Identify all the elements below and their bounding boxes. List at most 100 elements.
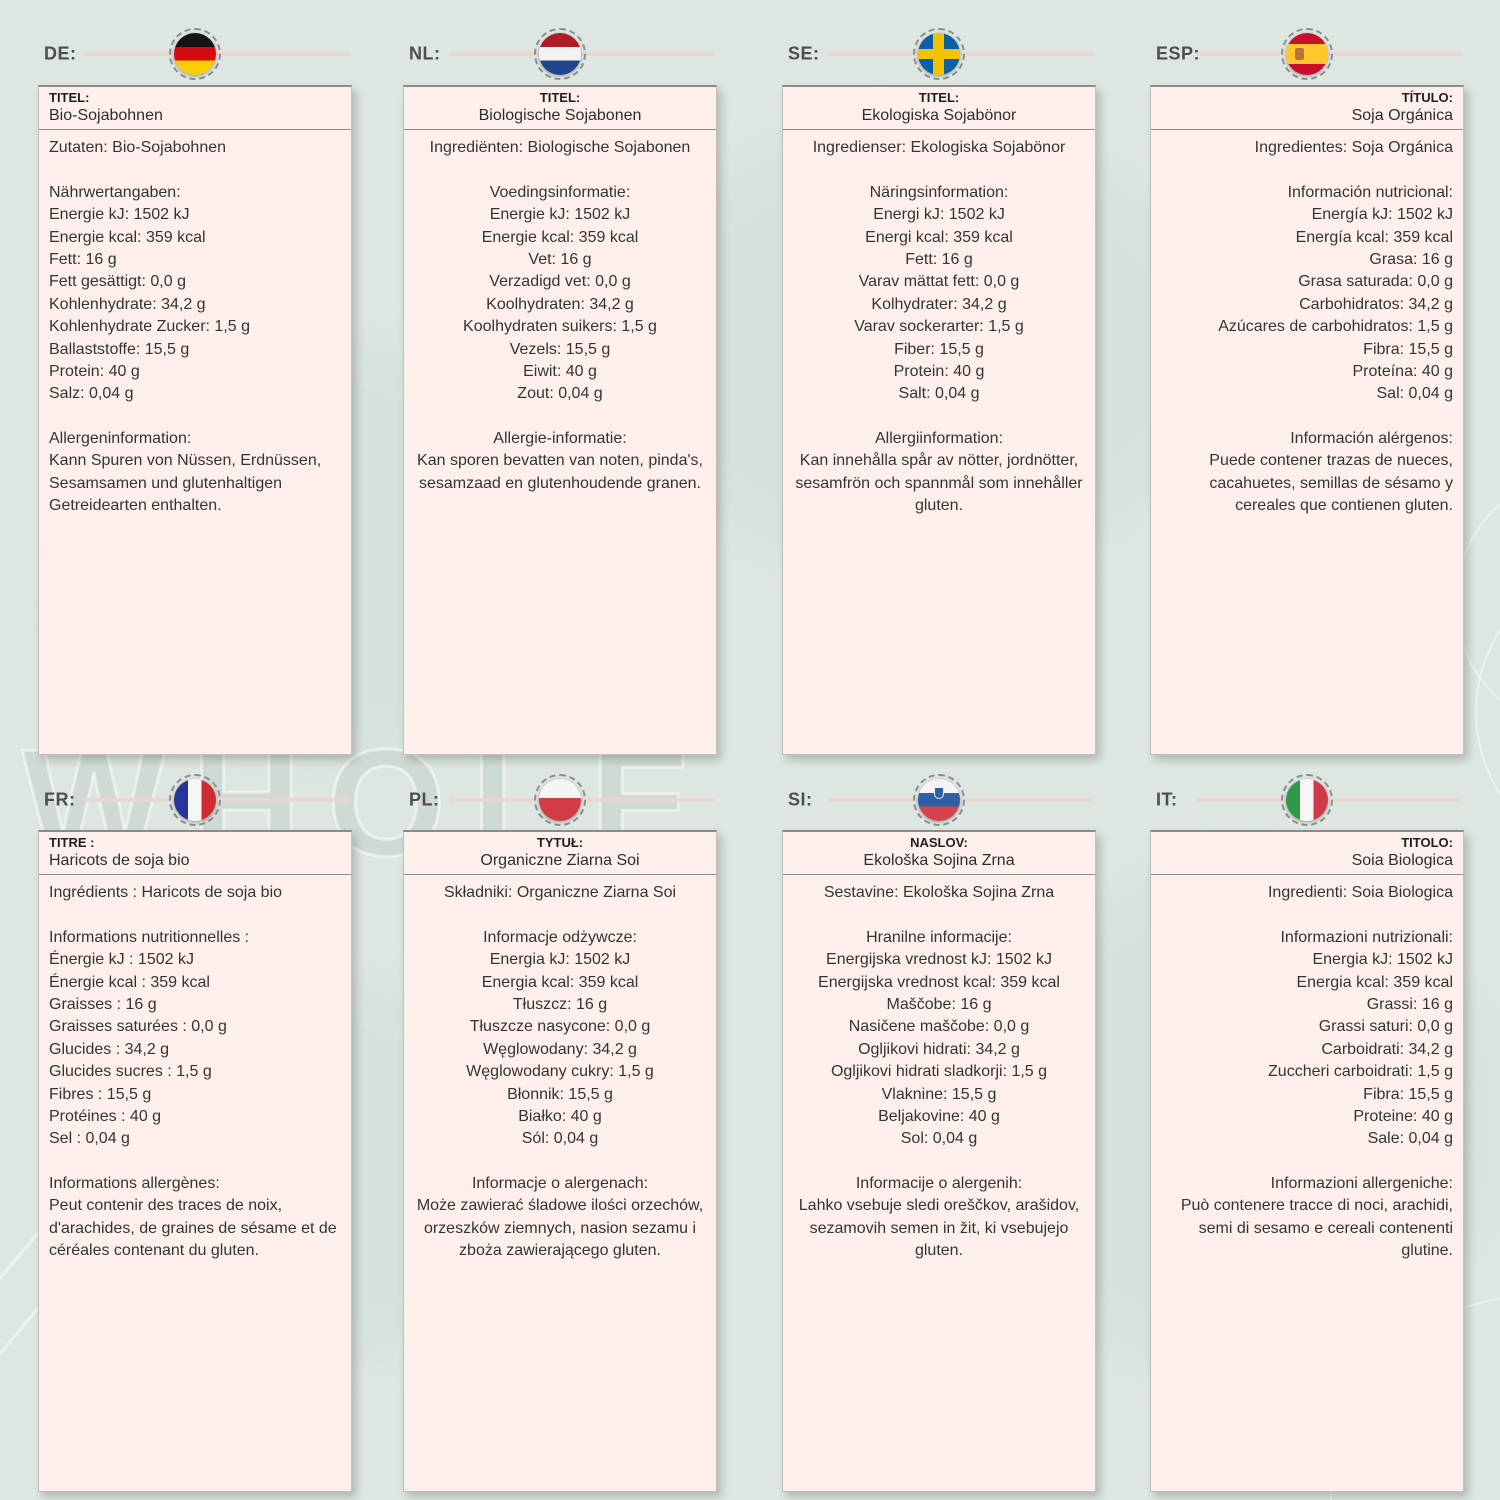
ingredients-line: Ingredienser: Ekologiska Sojabönor (812, 139, 1066, 157)
label-card: TITOLO: Soia Biologica Ingredienti: Soia… (1150, 830, 1464, 1492)
nutrition-heading: Hranilne informacije: (866, 928, 1012, 946)
allergen-heading: Allergie-informatie: (493, 429, 627, 447)
spain-flag-icon (1286, 32, 1328, 75)
title-section: TITEL: Ekologiska Sojabönor (783, 87, 1095, 131)
title-label: NASLOV: (910, 835, 968, 850)
nutrition-lines: Energie kJ: 1502 kJ Energie kcal: 359 kc… (463, 206, 657, 403)
language-label: PL: (409, 789, 440, 810)
panel-it: IT: TITOLO: Soia Biologica Ingredienti: … (1150, 770, 1464, 1492)
product-title: Bio-Sojabohnen (49, 107, 163, 125)
ingredients-line: Zutaten: Bio-Sojabohnen (49, 139, 227, 157)
nutrition-lines: Energie kJ: 1502 kJ Energie kcal: 359 kc… (49, 206, 251, 403)
flag-ring (534, 27, 586, 80)
flag-ring (1281, 774, 1333, 826)
panel-de: DE: TITEL: Bio-Sojabohnen Zutaten: Bio-S… (38, 22, 352, 755)
allergen-text: Lahko vsebuje sledi oreščkov, arašidov, … (798, 1197, 1080, 1259)
title-label: TITEL: (49, 90, 90, 105)
product-title: Organiczne Ziarna Soi (480, 852, 640, 870)
allergen-heading: Allergeninformation: (49, 429, 192, 447)
label-card: TITEL: Ekologiska Sojabönor Ingredienser… (782, 85, 1096, 755)
panel-si-header: SI: (782, 770, 1096, 830)
allergen-text: Puede contener trazas de nueces, cacahue… (1209, 452, 1453, 514)
title-section: TITEL: Biologische Sojabonen (404, 87, 716, 131)
allergen-text: Kan sporen bevatten van noten, pinda's, … (417, 452, 703, 492)
flag-ring (913, 774, 965, 826)
allergen-text: Può contenere tracce di noci, arachidi, … (1180, 1197, 1453, 1259)
nutrition-heading: Voedingsinformatie: (489, 183, 631, 201)
panel-fr: FR: TITRE : Haricots de soja bio Ingrédi… (38, 770, 352, 1492)
label-content: Ingrediënten: Biologische Sojabonen Voed… (404, 130, 716, 754)
allergen-heading: Informacje o alergenach: (471, 1174, 649, 1192)
nutrition-heading: Informations nutritionnelles : (49, 928, 250, 946)
panel-de-header: DE: (38, 22, 352, 85)
label-content: Ingredienti: Soia Biologica Informazioni… (1151, 875, 1463, 1491)
ingredients-line: Ingrediënten: Biologische Sojabonen (429, 139, 691, 157)
panel-si: SI: NASLOV: Ekološka Sojina Zrna Sestavi… (782, 770, 1096, 1492)
title-section: TITEL: Bio-Sojabohnen (39, 87, 351, 131)
language-label: IT: (1156, 789, 1178, 810)
flag-ring (169, 774, 221, 826)
allergen-text: Kann Spuren von Nüssen, Erdnüssen, Sesam… (49, 452, 322, 514)
allergen-heading: Informacije o alergenih: (855, 1174, 1023, 1192)
flag-ring (169, 27, 221, 80)
allergen-heading: Informazioni allergeniche: (1270, 1174, 1453, 1192)
panel-esp-header: ESP: (1150, 22, 1464, 85)
panel-se-header: SE: (782, 22, 1096, 85)
title-label: TITEL: (539, 90, 581, 105)
flag-ring (913, 27, 965, 80)
panel-pl: PL: TYTUŁ: Organiczne Ziarna Soi Składni… (403, 770, 717, 1492)
label-content: Zutaten: Bio-Sojabohnen Nährwertangaben:… (39, 130, 351, 754)
ingredients-line: Ingredientes: Soja Orgánica (1254, 139, 1453, 157)
language-label: NL: (409, 43, 441, 63)
allergen-text: Może zawierać śladowe ilości orzechów, o… (416, 1197, 704, 1259)
label-content: Składniki: Organiczne Ziarna Soi Informa… (404, 875, 716, 1491)
panel-se: SE: TITEL: Ekologiska Sojabönor Ingredie… (782, 22, 1096, 755)
france-flag-icon (174, 779, 216, 821)
allergen-heading: Información alérgenos: (1290, 429, 1453, 447)
title-section: TITRE : Haricots de soja bio (39, 832, 351, 876)
nutrition-heading: Informazioni nutrizionali: (1280, 928, 1453, 946)
language-label: DE: (44, 43, 77, 63)
flag-ring (1281, 27, 1333, 80)
title-label: TYTUŁ: (536, 835, 584, 850)
label-content: Ingredientes: Soja Orgánica Información … (1151, 130, 1463, 754)
panel-pl-header: PL: (403, 770, 717, 830)
label-card: TITEL: Biologische Sojabonen Ingrediënte… (403, 85, 717, 755)
allergen-text: Peut contenir des traces de noix, d'arac… (49, 1197, 337, 1259)
slovenia-flag-icon (918, 779, 960, 821)
title-label: TITRE : (49, 835, 95, 850)
panel-fr-header: FR: (38, 770, 352, 830)
ingredients-line: Składniki: Organiczne Ziarna Soi (443, 884, 677, 902)
label-card: TYTUŁ: Organiczne Ziarna Soi Składniki: … (403, 830, 717, 1492)
nutrition-lines: Énergie kJ : 1502 kJ Énergie kcal : 359 … (49, 951, 227, 1148)
title-section: TITOLO: Soia Biologica (1151, 832, 1463, 876)
nutrition-heading: Näringsinformation: (869, 183, 1009, 201)
flag-ring (534, 774, 586, 826)
language-label: SI: (788, 789, 813, 810)
germany-flag-icon (174, 32, 216, 75)
title-section: TYTUŁ: Organiczne Ziarna Soi (404, 832, 716, 876)
product-title: Soia Biologica (1351, 852, 1453, 870)
label-card: TITRE : Haricots de soja bio Ingrédients… (38, 830, 352, 1492)
allergen-text: Kan innehålla spår av nötter, jordnötter… (795, 452, 1083, 514)
nutrition-lines: Energía kJ: 1502 kJ Energía kcal: 359 kc… (1218, 206, 1453, 403)
nutrition-heading: Información nutricional: (1287, 183, 1453, 201)
nutrition-heading: Informacje odżywcze: (483, 928, 637, 946)
title-section: TÍTULO: Soja Orgánica (1151, 87, 1463, 131)
product-title: Biologische Sojabonen (478, 107, 642, 125)
nutrition-lines: Energia kJ: 1502 kJ Energia kcal: 359 kc… (466, 951, 654, 1148)
allergen-heading: Informations allergènes: (49, 1174, 220, 1192)
nutrition-lines: Energia kJ: 1502 kJ Energia kcal: 359 kc… (1268, 951, 1453, 1148)
nutrition-lines: Energi kJ: 1502 kJ Energi kcal: 359 kcal… (854, 206, 1024, 403)
ingredients-line: Ingredienti: Soia Biologica (1267, 884, 1453, 902)
label-card: NASLOV: Ekološka Sojina Zrna Sestavine: … (782, 830, 1096, 1492)
product-title: Haricots de soja bio (49, 852, 190, 870)
ingredients-line: Ingrédients : Haricots de soja bio (49, 884, 283, 902)
label-card: TITEL: Bio-Sojabohnen Zutaten: Bio-Sojab… (38, 85, 352, 755)
language-label: FR: (44, 789, 76, 810)
ingredients-line: Sestavine: Ekološka Sojina Zrna (823, 884, 1055, 902)
panel-it-header: IT: (1150, 770, 1464, 830)
product-title: Soja Orgánica (1351, 107, 1453, 125)
label-content: Ingredienser: Ekologiska Sojabönor Närin… (783, 130, 1095, 754)
